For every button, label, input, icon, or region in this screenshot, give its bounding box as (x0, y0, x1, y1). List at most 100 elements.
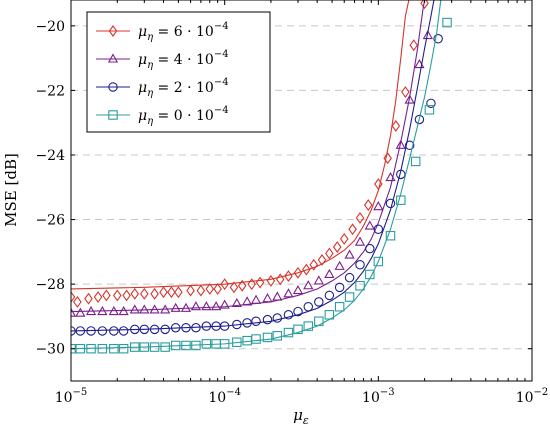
data-point-circle (181, 322, 191, 333)
data-point-circle (201, 321, 212, 331)
data-point-square (219, 339, 230, 349)
data-point-square (442, 17, 452, 28)
data-point-square (232, 337, 242, 348)
data-point-circle (385, 198, 396, 209)
data-point-circle (433, 33, 443, 44)
data-point-triangle (160, 304, 171, 314)
data-point-circle (130, 324, 140, 335)
data-point-circle (232, 319, 242, 330)
legend-item[interactable]: μη = 0 · 10−4 (96, 105, 229, 127)
legend-item[interactable]: μη = 6 · 10−4 (96, 21, 229, 43)
data-point-diamond (150, 287, 159, 300)
data-point-diamond (348, 223, 357, 236)
data-point-circle (219, 321, 230, 331)
data-point-diamond (302, 263, 311, 276)
data-point-diamond (293, 266, 303, 279)
data-point-triangle (85, 305, 97, 316)
data-point-triangle (313, 275, 324, 285)
x-tick-label: 10−3 (362, 387, 395, 406)
data-point-diamond (140, 287, 149, 300)
data-point-diamond (325, 247, 334, 260)
data-point-diamond (401, 86, 410, 98)
data-point-circle (118, 326, 129, 336)
data-point-square (75, 343, 86, 354)
data-point-triangle (108, 305, 119, 316)
data-point-diamond (205, 283, 215, 295)
x-tick-label: 10−2 (516, 387, 549, 406)
data-point-triangle (272, 291, 283, 301)
legend-item[interactable]: μη = 2 · 10−4 (96, 77, 229, 99)
data-point-square (181, 340, 191, 351)
legend-marker-square (108, 110, 118, 120)
legend-marker-diamond (108, 25, 118, 37)
data-point-square (272, 331, 283, 341)
data-point-circle (283, 310, 294, 320)
data-point-diamond (409, 39, 419, 52)
data-point-diamond (213, 283, 222, 295)
data-point-circle (426, 98, 436, 109)
data-point-diamond (363, 199, 373, 211)
data-point-circle (355, 260, 365, 270)
data-point-triangle (344, 249, 355, 259)
data-point-diamond (167, 286, 176, 299)
legend-label: μη = 4 · 10−4 (138, 49, 229, 71)
series-diamond (71, 0, 429, 308)
data-point-square (170, 340, 181, 351)
data-point-circle (191, 322, 201, 333)
data-point-diamond (284, 270, 293, 283)
data-point-square (424, 105, 435, 115)
data-point-diamond (266, 274, 276, 287)
data-point-triangle (241, 296, 253, 306)
y-tick-label: −22 (35, 83, 65, 99)
data-point-triangle (303, 280, 314, 290)
data-point-square (396, 195, 406, 205)
legend-item[interactable]: μη = 4 · 10−4 (96, 49, 229, 71)
data-point-diamond (220, 278, 229, 291)
data-point-diamond (130, 287, 140, 300)
legend[interactable]: μη = 6 · 10−4 μη = 4 · 10−4 μη = 2 · 10−4 μ… (86, 11, 271, 133)
data-point-circle (109, 326, 119, 336)
data-point-triangle (373, 201, 384, 211)
data-point-diamond (332, 241, 342, 253)
data-point-square (365, 269, 375, 280)
plot-frame (70, 0, 533, 382)
data-point-circle (262, 314, 273, 325)
data-point-square (139, 342, 150, 352)
data-point-diamond (255, 276, 265, 289)
data-point-diamond (174, 286, 183, 299)
data-point-circle (242, 318, 252, 328)
data-point-circle (365, 243, 375, 254)
data-point-circle (272, 313, 283, 323)
data-point-diamond (122, 289, 131, 302)
data-point-diamond (420, 0, 429, 10)
data-point-triangle (250, 294, 262, 304)
data-point-triangle (210, 301, 222, 311)
data-point-square (109, 343, 119, 354)
data-point-diamond (374, 178, 383, 190)
data-point-diamond (159, 286, 168, 299)
data-point-square (355, 280, 365, 291)
data-point-circle (324, 290, 335, 301)
data-point-diamond (196, 284, 206, 297)
data-point-diamond (355, 212, 365, 224)
data-point-triangle (170, 302, 181, 312)
data-point-triangle (97, 305, 108, 316)
data-point-square (385, 230, 396, 241)
data-point-triangle (129, 304, 140, 314)
data-point-square (410, 156, 421, 167)
y-tick-label: −26 (35, 213, 65, 229)
data-point-diamond (383, 152, 392, 165)
data-point-triangle (283, 288, 294, 298)
data-point-triangle (149, 304, 160, 314)
data-point-triangle (385, 171, 396, 182)
data-point-triangle (71, 307, 77, 317)
data-point-triangle (219, 299, 230, 309)
data-point-circle (303, 301, 314, 312)
series-line (71, 0, 442, 350)
y-tick-label: −30 (35, 342, 65, 358)
data-point-square (130, 342, 140, 352)
data-point-triangle (395, 139, 406, 149)
data-point-triangle (201, 301, 212, 311)
data-point-circle (149, 324, 160, 335)
data-point-diamond (93, 291, 103, 303)
